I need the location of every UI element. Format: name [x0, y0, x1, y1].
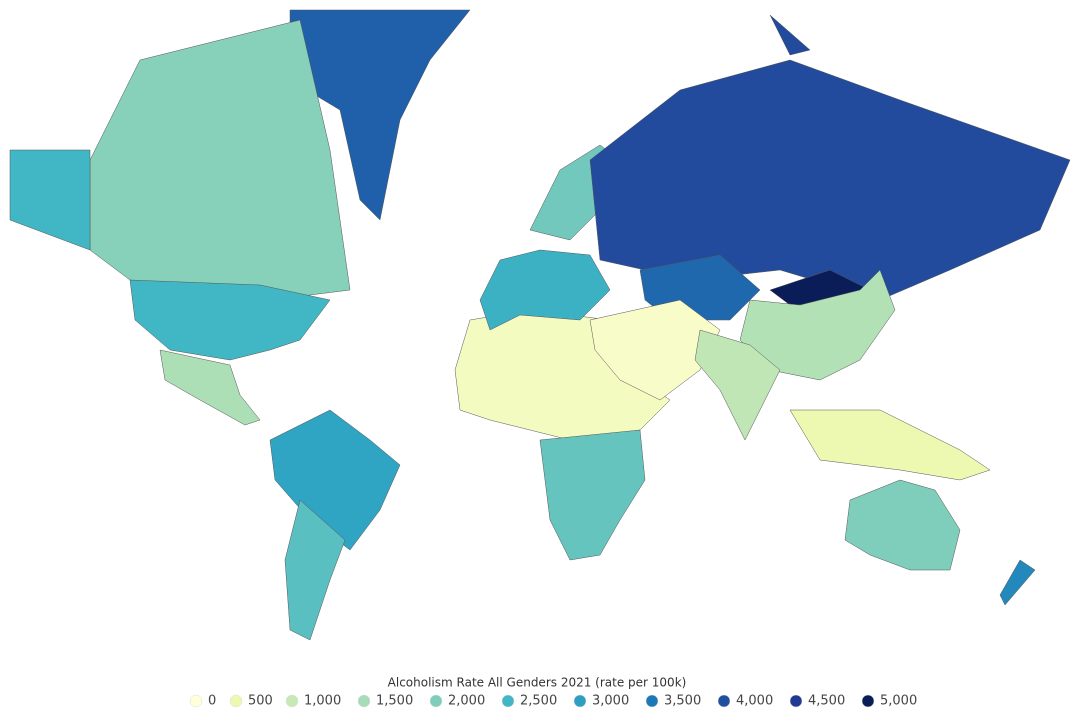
- legend-label: 3,500: [664, 694, 701, 709]
- region: [9, 149, 331, 361]
- region: [694, 329, 781, 441]
- legend-swatch: [429, 694, 443, 708]
- legend-label: 5,000: [880, 694, 917, 709]
- region: [269, 409, 401, 551]
- legend-swatch: [357, 694, 371, 708]
- legend-label: 4,000: [736, 694, 773, 709]
- region: [539, 429, 646, 561]
- legend-swatch: [645, 694, 659, 708]
- legend-swatch: [717, 694, 731, 708]
- legend-swatch: [573, 694, 587, 708]
- region: [159, 349, 261, 426]
- region: [284, 499, 346, 641]
- region: [844, 479, 961, 571]
- legend-label: 3,000: [592, 694, 629, 709]
- legend-label: 4,500: [808, 694, 845, 709]
- region: [589, 299, 721, 401]
- legend-label: 0: [208, 694, 216, 709]
- legend-swatch: [789, 694, 803, 708]
- region: [999, 559, 1036, 606]
- region: [589, 14, 1071, 301]
- legend-label: 2,500: [520, 694, 557, 709]
- legend-label: 2,000: [448, 694, 485, 709]
- legend-label: 1,000: [304, 694, 341, 709]
- legend-swatch: [285, 694, 299, 708]
- region: [479, 249, 611, 331]
- region: [789, 409, 991, 481]
- legend-swatch: [501, 694, 515, 708]
- region: [89, 19, 351, 301]
- legend-swatch: [229, 694, 243, 708]
- legend-label: 1,500: [376, 694, 413, 709]
- legend-swatch: [861, 694, 875, 708]
- legend-label: 500: [248, 694, 273, 709]
- legend-swatch: [189, 694, 203, 708]
- legend-title: Alcoholism Rate All Genders 2021 (rate p…: [388, 676, 687, 690]
